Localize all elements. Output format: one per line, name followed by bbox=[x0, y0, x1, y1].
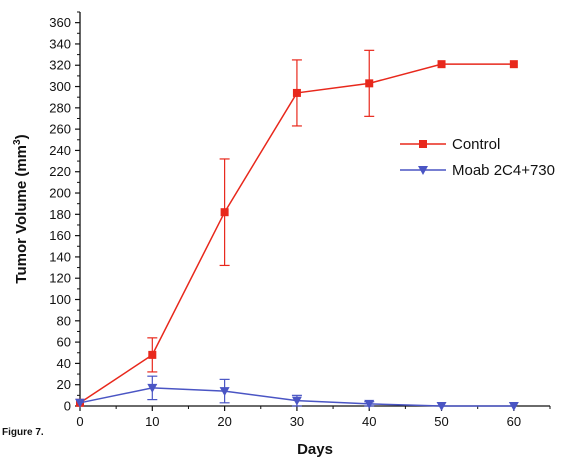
y-axis-title-main: Tumor Volume (mm bbox=[13, 145, 30, 284]
data-point bbox=[365, 79, 374, 88]
x-tick-label: 10 bbox=[145, 414, 159, 429]
y-tick-label: 20 bbox=[57, 377, 71, 392]
y-tick-label: 100 bbox=[49, 292, 71, 307]
data-point bbox=[148, 350, 157, 359]
y-tick-label: 140 bbox=[49, 249, 71, 264]
legend-marker bbox=[419, 140, 427, 148]
data-point bbox=[436, 402, 447, 411]
y-axis-title: Tumor Volume (mm3) bbox=[12, 134, 30, 283]
legend-marker bbox=[418, 166, 428, 175]
x-axis-title: Days bbox=[297, 441, 333, 458]
y-tick-label: 80 bbox=[57, 313, 71, 328]
x-tick-label: 30 bbox=[290, 414, 304, 429]
y-tick-label: 60 bbox=[57, 335, 71, 350]
data-point bbox=[75, 398, 85, 408]
y-tick-label: 260 bbox=[49, 122, 71, 137]
series-control bbox=[76, 49, 518, 407]
legend-label: Moab 2C4+730 bbox=[452, 162, 555, 179]
y-tick-label: 120 bbox=[49, 271, 71, 286]
x-tick-label: 50 bbox=[434, 414, 448, 429]
legend-entry: Control bbox=[400, 136, 500, 153]
data-point bbox=[437, 60, 446, 69]
legend-entry: Moab 2C4+730 bbox=[400, 162, 555, 179]
y-tick-label: 300 bbox=[49, 79, 71, 94]
data-point bbox=[219, 387, 230, 397]
tick-marks: 0 10 20 30 40 50 60 0 20 40 60 80 100 120 140 160 180 200… bbox=[49, 11, 551, 429]
y-tick-label: 160 bbox=[49, 228, 71, 243]
data-point bbox=[364, 399, 375, 409]
y-tick-label: 200 bbox=[49, 186, 71, 201]
y-tick-label: 40 bbox=[57, 356, 71, 371]
data-point bbox=[292, 88, 301, 97]
data-series bbox=[75, 49, 519, 411]
y-tick-label: 0 bbox=[64, 399, 71, 414]
y-tick-label: 240 bbox=[49, 143, 71, 158]
data-point bbox=[147, 383, 158, 393]
y-tick-label: 360 bbox=[49, 15, 71, 30]
x-tick-label: 0 bbox=[76, 414, 83, 429]
y-axis-title-superscript: 3 bbox=[12, 139, 23, 145]
x-tick-label: 20 bbox=[217, 414, 231, 429]
legend-label: Control bbox=[452, 136, 500, 153]
data-point bbox=[220, 208, 229, 217]
data-point bbox=[508, 402, 519, 411]
legend: Control Moab 2C4+730 bbox=[400, 136, 555, 179]
y-tick-label: 220 bbox=[49, 164, 71, 179]
data-point bbox=[291, 396, 302, 406]
figure-caption: Figure 7. bbox=[2, 427, 44, 438]
data-point bbox=[509, 60, 518, 69]
y-axis-title-close: ) bbox=[13, 134, 30, 139]
y-tick-label: 340 bbox=[49, 36, 71, 51]
x-tick-label: 40 bbox=[362, 414, 376, 429]
y-tick-label: 280 bbox=[49, 100, 71, 115]
y-tick-label: 180 bbox=[49, 207, 71, 222]
axes bbox=[79, 12, 550, 407]
y-tick-label: 320 bbox=[49, 58, 71, 73]
x-tick-label: 60 bbox=[507, 414, 521, 429]
series-moab bbox=[75, 375, 519, 411]
